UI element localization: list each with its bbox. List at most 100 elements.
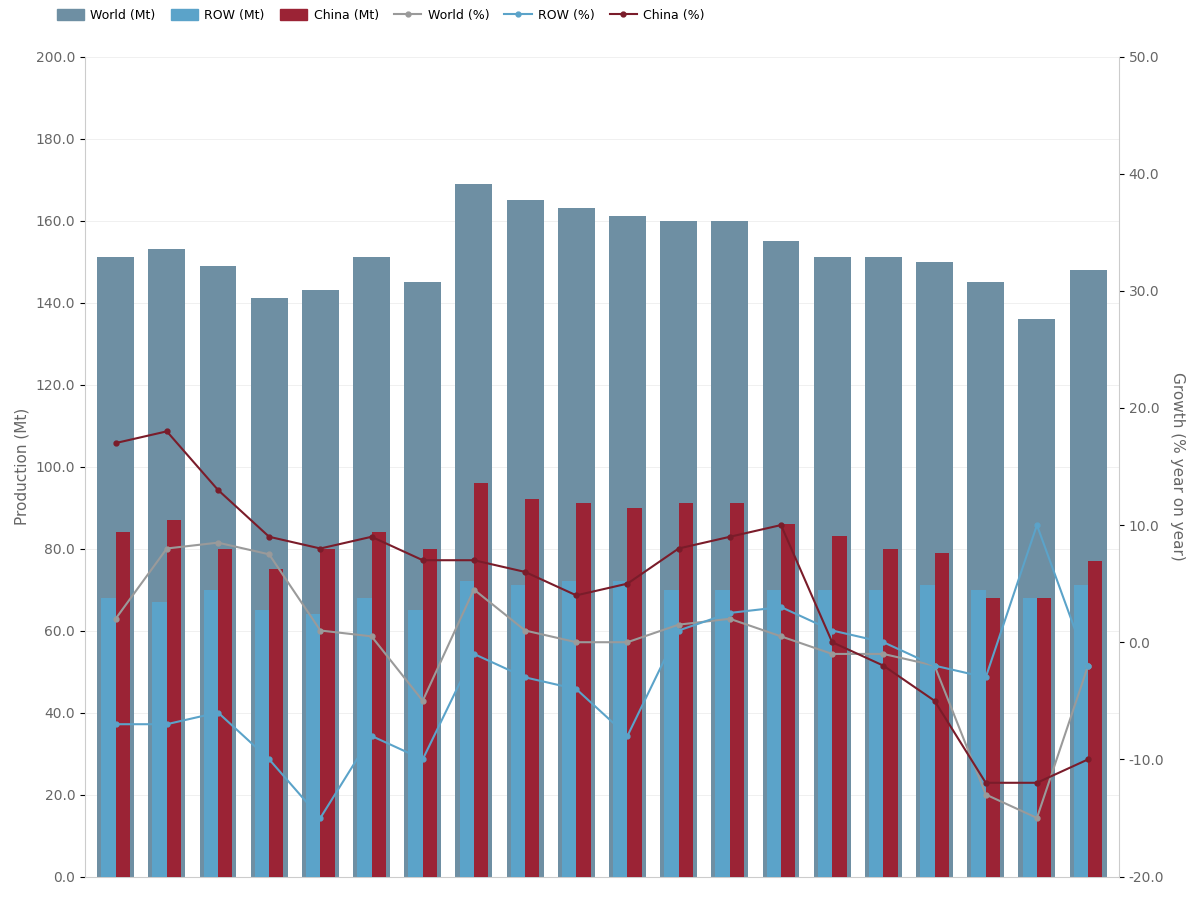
Line: World (%): World (%)	[113, 540, 1091, 821]
China (%)	[928, 696, 942, 706]
Bar	[199, 266, 236, 877]
Bar	[506, 200, 544, 877]
China (%)	[722, 531, 737, 542]
China (%)	[518, 566, 533, 577]
ROW (%)	[722, 608, 737, 618]
Bar	[1074, 585, 1088, 877]
Bar	[916, 262, 953, 877]
Bar	[218, 548, 233, 877]
China (%)	[876, 661, 890, 671]
Bar	[920, 585, 935, 877]
Bar	[251, 299, 288, 877]
Bar	[972, 590, 985, 877]
Bar	[767, 590, 781, 877]
ROW (%)	[262, 754, 276, 765]
Line: ROW (%): ROW (%)	[113, 523, 1091, 821]
ROW (%)	[518, 672, 533, 683]
China (%)	[415, 554, 430, 565]
World (%)	[160, 543, 174, 553]
World (%)	[415, 696, 430, 706]
Bar	[404, 282, 442, 877]
World (%)	[313, 626, 328, 636]
World (%)	[824, 649, 839, 660]
Bar	[302, 290, 338, 877]
China (%)	[467, 554, 481, 565]
World (%)	[722, 614, 737, 625]
Bar	[101, 598, 115, 877]
ROW (%)	[160, 719, 174, 730]
Bar	[408, 610, 422, 877]
Bar	[762, 241, 799, 877]
Bar	[562, 581, 576, 877]
ROW (%)	[1030, 519, 1044, 530]
Bar	[869, 590, 883, 877]
Bar	[115, 532, 130, 877]
China (%)	[108, 437, 122, 448]
Bar	[613, 581, 628, 877]
Bar	[167, 520, 181, 877]
China (%)	[620, 578, 635, 589]
Bar	[1037, 598, 1051, 877]
ROW (%)	[620, 731, 635, 742]
Bar	[883, 548, 898, 877]
World (%)	[1081, 661, 1096, 671]
World (%)	[108, 614, 122, 625]
ROW (%)	[108, 719, 122, 730]
Bar	[679, 503, 692, 877]
Bar	[1022, 598, 1037, 877]
Bar	[576, 503, 590, 877]
Bar	[353, 257, 390, 877]
Bar	[628, 508, 642, 877]
Bar	[967, 282, 1004, 877]
Bar	[474, 483, 488, 877]
Bar	[832, 536, 846, 877]
World (%)	[211, 537, 226, 548]
ROW (%)	[415, 754, 430, 765]
Bar	[781, 524, 796, 877]
Bar	[204, 590, 218, 877]
China (%)	[1030, 778, 1044, 788]
Bar	[460, 581, 474, 877]
Bar	[1088, 561, 1103, 877]
China (%)	[672, 543, 686, 553]
Bar	[935, 553, 949, 877]
World (%)	[262, 549, 276, 560]
ROW (%)	[1081, 661, 1096, 671]
Bar	[730, 503, 744, 877]
Bar	[372, 532, 386, 877]
Bar	[511, 585, 526, 877]
China (%)	[1081, 754, 1096, 765]
Legend: World (Mt), ROW (Mt), China (Mt), World (%), ROW (%), China (%): World (Mt), ROW (Mt), China (Mt), World …	[54, 6, 707, 24]
Bar	[422, 548, 437, 877]
China (%)	[313, 543, 328, 553]
World (%)	[774, 631, 788, 642]
Y-axis label: Production (Mt): Production (Mt)	[14, 408, 30, 525]
Bar	[985, 598, 1000, 877]
China (%)	[211, 484, 226, 495]
Bar	[610, 216, 646, 877]
China (%)	[824, 637, 839, 648]
China (%)	[160, 426, 174, 436]
ROW (%)	[978, 672, 992, 683]
Bar	[715, 590, 730, 877]
China (%)	[978, 778, 992, 788]
Bar	[818, 590, 832, 877]
ROW (%)	[928, 661, 942, 671]
Bar	[526, 500, 540, 877]
ROW (%)	[211, 707, 226, 718]
World (%)	[876, 649, 890, 660]
Bar	[254, 610, 269, 877]
Bar	[149, 249, 185, 877]
ROW (%)	[824, 626, 839, 636]
Bar	[865, 257, 901, 877]
Bar	[665, 590, 679, 877]
World (%)	[978, 789, 992, 800]
World (%)	[672, 619, 686, 630]
Bar	[558, 208, 595, 877]
World (%)	[1030, 813, 1044, 824]
Bar	[358, 598, 372, 877]
ROW (%)	[876, 637, 890, 648]
World (%)	[365, 631, 379, 642]
Line: China (%): China (%)	[113, 429, 1091, 785]
Bar	[320, 548, 335, 877]
